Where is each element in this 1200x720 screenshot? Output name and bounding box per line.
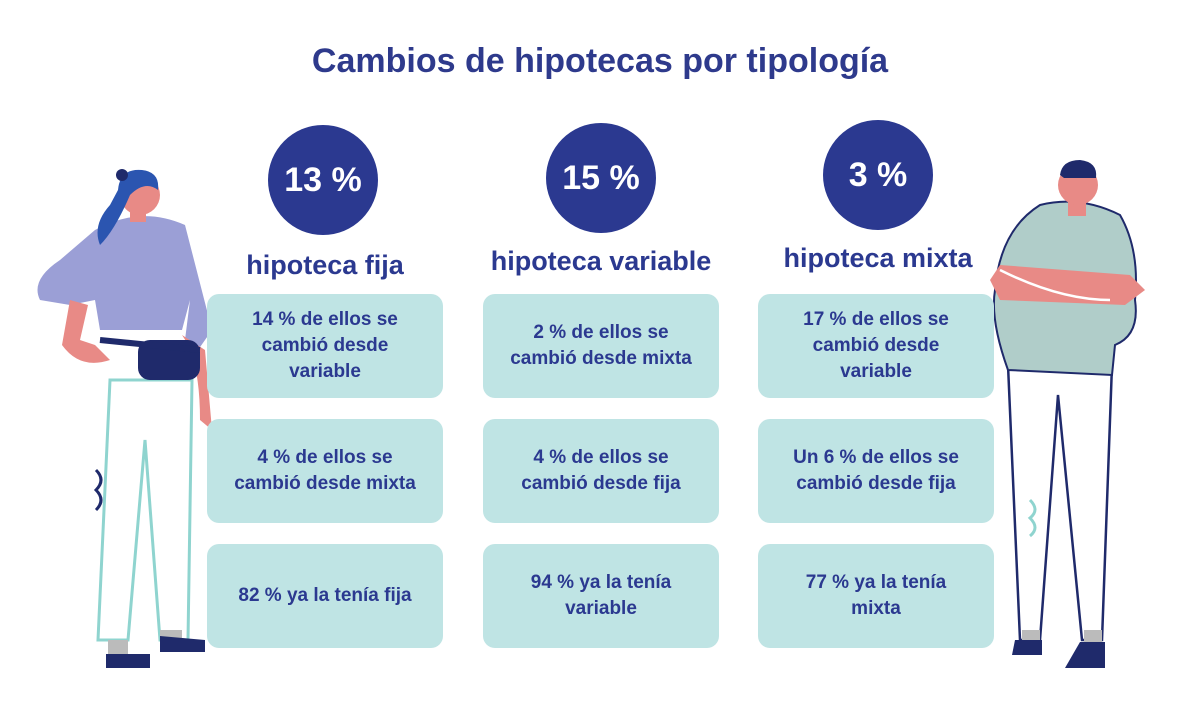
info-box: 4 % de ellos se cambió desde fija [483, 419, 719, 523]
percent-circle: 15 % [546, 123, 656, 233]
column-label: hipoteca mixta [783, 243, 973, 273]
info-box: 2 % de ellos se cambió desde mixta [483, 294, 719, 398]
info-box: Un 6 % de ellos se cambió desde fija [758, 419, 994, 523]
title: Cambios de hipotecas por tipología [311, 42, 889, 80]
man-figure [990, 160, 1145, 668]
info-box: 17 % de ellos se cambió desde variable [758, 294, 994, 398]
woman-figure [37, 169, 212, 668]
info-box: 14 % de ellos se cambió desde variable [207, 294, 443, 398]
info-box: 77 % ya la tenía mixta [758, 544, 994, 648]
column-label: hipoteca variable [490, 246, 712, 276]
info-box: 4 % de ellos se cambió desde mixta [207, 419, 443, 523]
info-box: 94 % ya la tenía variable [483, 544, 719, 648]
percent-circle: 3 % [823, 120, 933, 230]
info-box: 82 % ya la tenía fija [207, 544, 443, 648]
column-label: hipoteca fija [246, 250, 404, 280]
percent-circle: 13 % [268, 125, 378, 235]
